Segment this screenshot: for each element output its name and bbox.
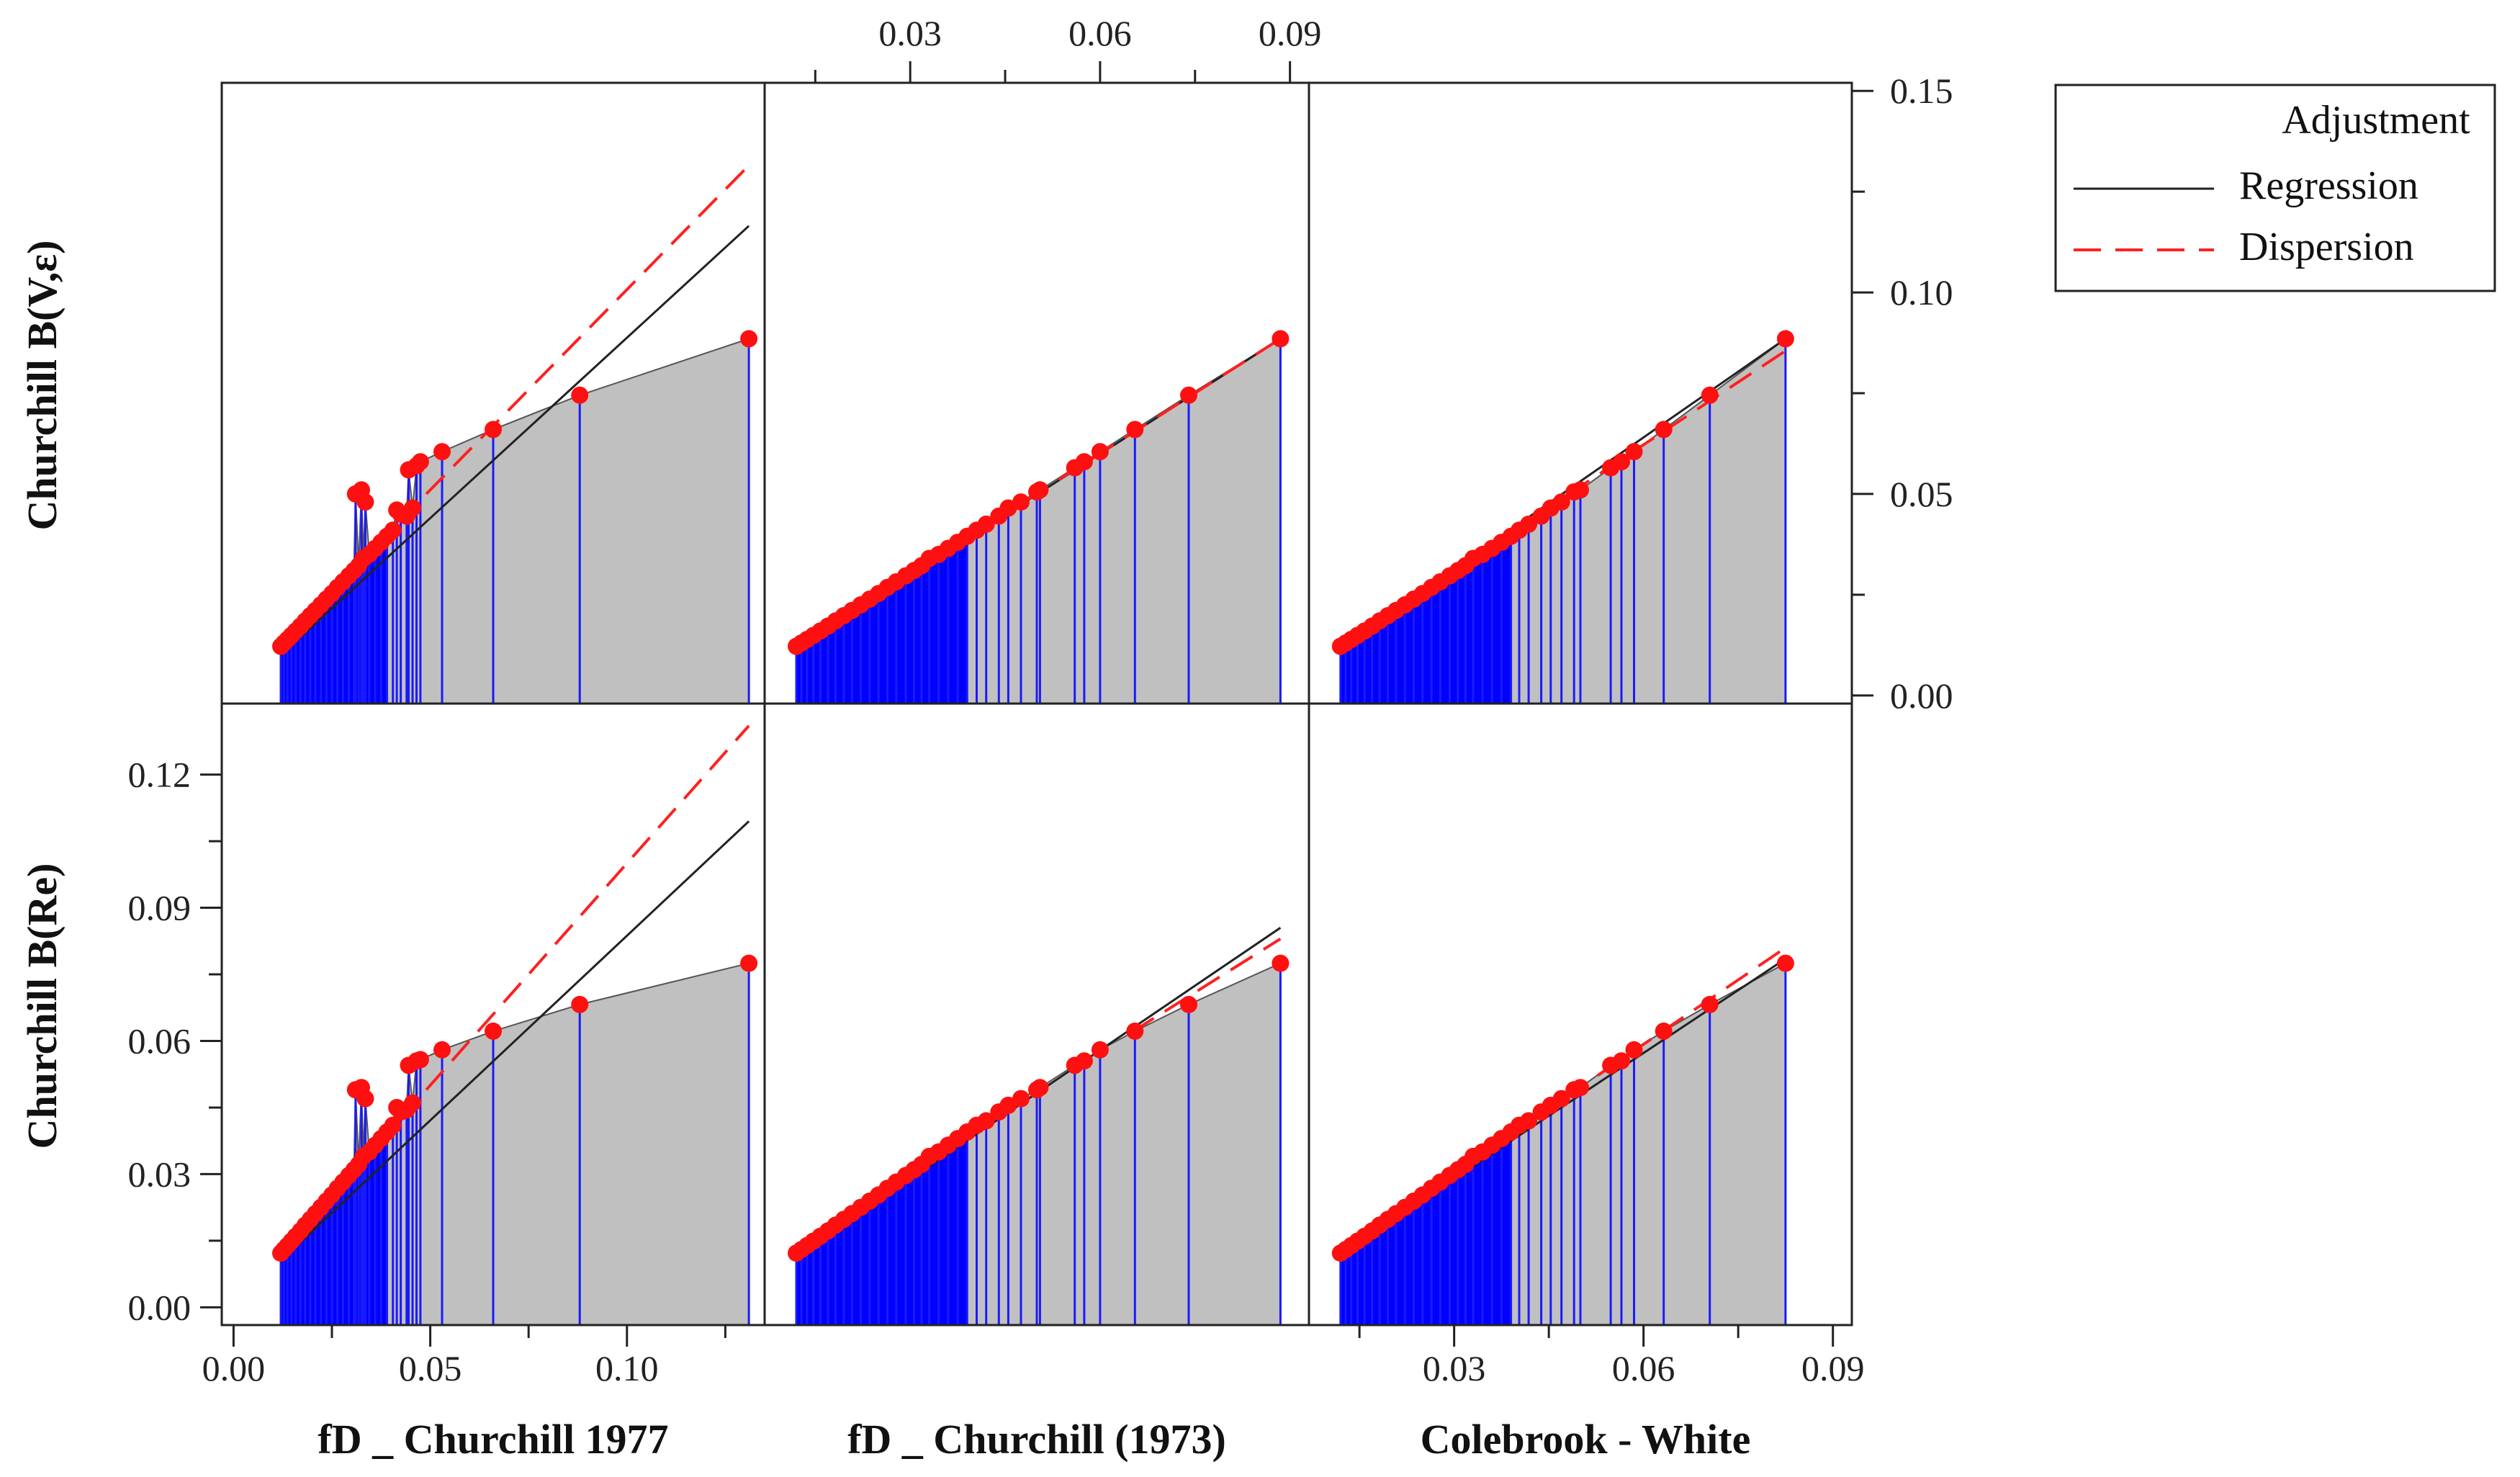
data-point-r2c1-30 — [404, 1094, 421, 1112]
data-point-r1c1-25 — [384, 521, 402, 539]
top-tick-label-col-2-1: 0.06 — [1068, 13, 1132, 53]
data-point-r2c1-33 — [433, 1041, 451, 1059]
legend: Adjustment Regression Dispersion — [2054, 84, 2496, 292]
data-point-r1c2-30 — [1075, 453, 1093, 471]
data-point-r1c2-32 — [1126, 421, 1144, 439]
data-point-r1c1-35 — [571, 386, 589, 404]
data-point-r2c2-25 — [999, 1096, 1017, 1114]
dense-droplines-r2c3 — [1340, 1131, 1511, 1325]
data-point-r2c3-23 — [1520, 1112, 1538, 1130]
regression-line-r1c1 — [279, 225, 750, 656]
legend-label-dispersion: Dispersion — [2239, 225, 2414, 269]
x-tick-label-col-1-1: 0.05 — [399, 1348, 462, 1388]
panel-r1c2 — [788, 330, 1290, 704]
data-point-r1c3-30 — [1613, 453, 1630, 471]
data-point-r1c3-32 — [1655, 421, 1673, 439]
y-tick-label-row-2-1: 0.03 — [128, 1154, 192, 1194]
legend-label-adjustment: Adjustment — [2282, 98, 2470, 143]
dense-droplines-r2c2 — [796, 1131, 968, 1325]
data-point-r2c3-33 — [1701, 995, 1719, 1013]
dense-droplines-r1c2 — [796, 536, 968, 704]
data-point-r1c1-33 — [433, 443, 451, 461]
data-point-r1c3-23 — [1520, 515, 1538, 533]
right-tick-label-row-1-1: 0.05 — [1890, 474, 1953, 514]
panel-r2c1 — [272, 724, 758, 1326]
right-tick-label-row-1-2: 0.10 — [1890, 272, 1953, 313]
data-point-r2c1-25 — [384, 1116, 402, 1134]
data-point-r1c3-33 — [1701, 386, 1719, 404]
data-point-r2c1-34 — [485, 1022, 502, 1040]
top-tick-label-col-2-0: 0.03 — [878, 13, 942, 53]
x-axis-title-col-2: fD _ Churchill (1973) — [847, 1416, 1226, 1463]
data-point-r1c2-23 — [977, 515, 995, 533]
data-point-r2c2-28 — [1031, 1079, 1049, 1097]
y-tick-label-row-2-4: 0.12 — [128, 755, 192, 795]
regression-line-r2c1 — [279, 820, 750, 1262]
y-axis-title-row-1: Churchill B(V,ε) — [19, 241, 66, 531]
data-point-r1c1-20 — [356, 493, 374, 511]
right-tick-label-row-1-0: 0.00 — [1890, 675, 1953, 716]
x-tick-label-col-3-2: 0.09 — [1801, 1348, 1865, 1388]
data-point-r1c2-33 — [1180, 386, 1197, 404]
data-point-r1c2-28 — [1031, 481, 1049, 499]
data-point-r2c1-20 — [356, 1090, 374, 1108]
data-point-r2c2-23 — [977, 1112, 995, 1130]
data-point-r2c3-30 — [1613, 1052, 1630, 1070]
x-tick-label-col-1-2: 0.10 — [595, 1348, 659, 1388]
data-point-r1c3-31 — [1625, 443, 1643, 461]
data-point-r1c3-28 — [1572, 481, 1589, 499]
x-tick-label-col-3-1: 0.06 — [1612, 1348, 1675, 1388]
panel-r2c3 — [1331, 946, 1794, 1326]
dispersion-line-r2c1 — [425, 724, 750, 1091]
dispersion-line-r2c2 — [1130, 938, 1282, 1033]
data-point-r1c2-34 — [1272, 330, 1290, 348]
dense-droplines-r1c3 — [1340, 536, 1511, 704]
data-point-r1c3-34 — [1776, 330, 1794, 348]
data-point-r2c3-31 — [1625, 1041, 1643, 1059]
data-point-r2c2-30 — [1075, 1052, 1093, 1070]
legend-label-regression: Regression — [2239, 163, 2418, 208]
panel-r2c2 — [788, 927, 1290, 1326]
x-axis-title-col-1: fD _ Churchill 1977 — [318, 1416, 668, 1463]
data-point-r2c2-32 — [1126, 1022, 1144, 1040]
data-point-r1c1-34 — [485, 421, 502, 439]
y-tick-label-row-2-3: 0.09 — [128, 888, 192, 928]
data-point-r2c3-34 — [1776, 954, 1794, 972]
data-point-r2c2-33 — [1180, 995, 1197, 1013]
top-tick-label-col-2-2: 0.09 — [1259, 13, 1322, 53]
data-point-r1c1-30 — [404, 499, 421, 517]
data-point-r2c3-26 — [1552, 1090, 1570, 1108]
y-tick-label-row-2-2: 0.06 — [128, 1020, 192, 1061]
data-point-r2c1-36 — [740, 954, 758, 972]
data-point-r2c1-32 — [411, 1051, 429, 1069]
x-tick-label-col-3-0: 0.03 — [1423, 1348, 1486, 1388]
y-tick-label-row-2-0: 0.00 — [128, 1287, 192, 1327]
data-point-r2c2-31 — [1091, 1041, 1109, 1059]
data-point-r1c3-26 — [1552, 493, 1570, 511]
axis-titles-layer: Churchill B(V,ε) Churchill B(Re) fD _ Ch… — [19, 241, 1750, 1463]
data-point-r2c3-28 — [1572, 1079, 1589, 1097]
data-point-r2c3-32 — [1655, 1022, 1673, 1040]
data-point-r2c2-34 — [1272, 954, 1290, 972]
x-tick-label-col-1-0: 0.00 — [202, 1348, 266, 1388]
right-tick-label-row-1-3: 0.15 — [1890, 71, 1953, 111]
data-point-r1c1-36 — [740, 330, 758, 348]
panel-r1c3 — [1331, 330, 1794, 704]
data-point-r1c2-31 — [1091, 443, 1109, 461]
data-point-r1c1-32 — [411, 453, 429, 471]
y-axis-title-row-2: Churchill B(Re) — [19, 863, 66, 1149]
data-point-r1c2-26 — [1012, 493, 1030, 511]
panels-layer — [272, 164, 1794, 1326]
data-point-r2c2-26 — [1012, 1090, 1030, 1108]
panel-r1c1 — [272, 164, 758, 704]
x-axis-title-col-3: Colebrook - White — [1421, 1416, 1751, 1463]
axes-layer: 0.00 0.05 0.10 0.03 0.06 0.09 0.03 0.06 0.09 0.00… — [128, 13, 1953, 1388]
data-point-r2c1-35 — [571, 995, 589, 1013]
